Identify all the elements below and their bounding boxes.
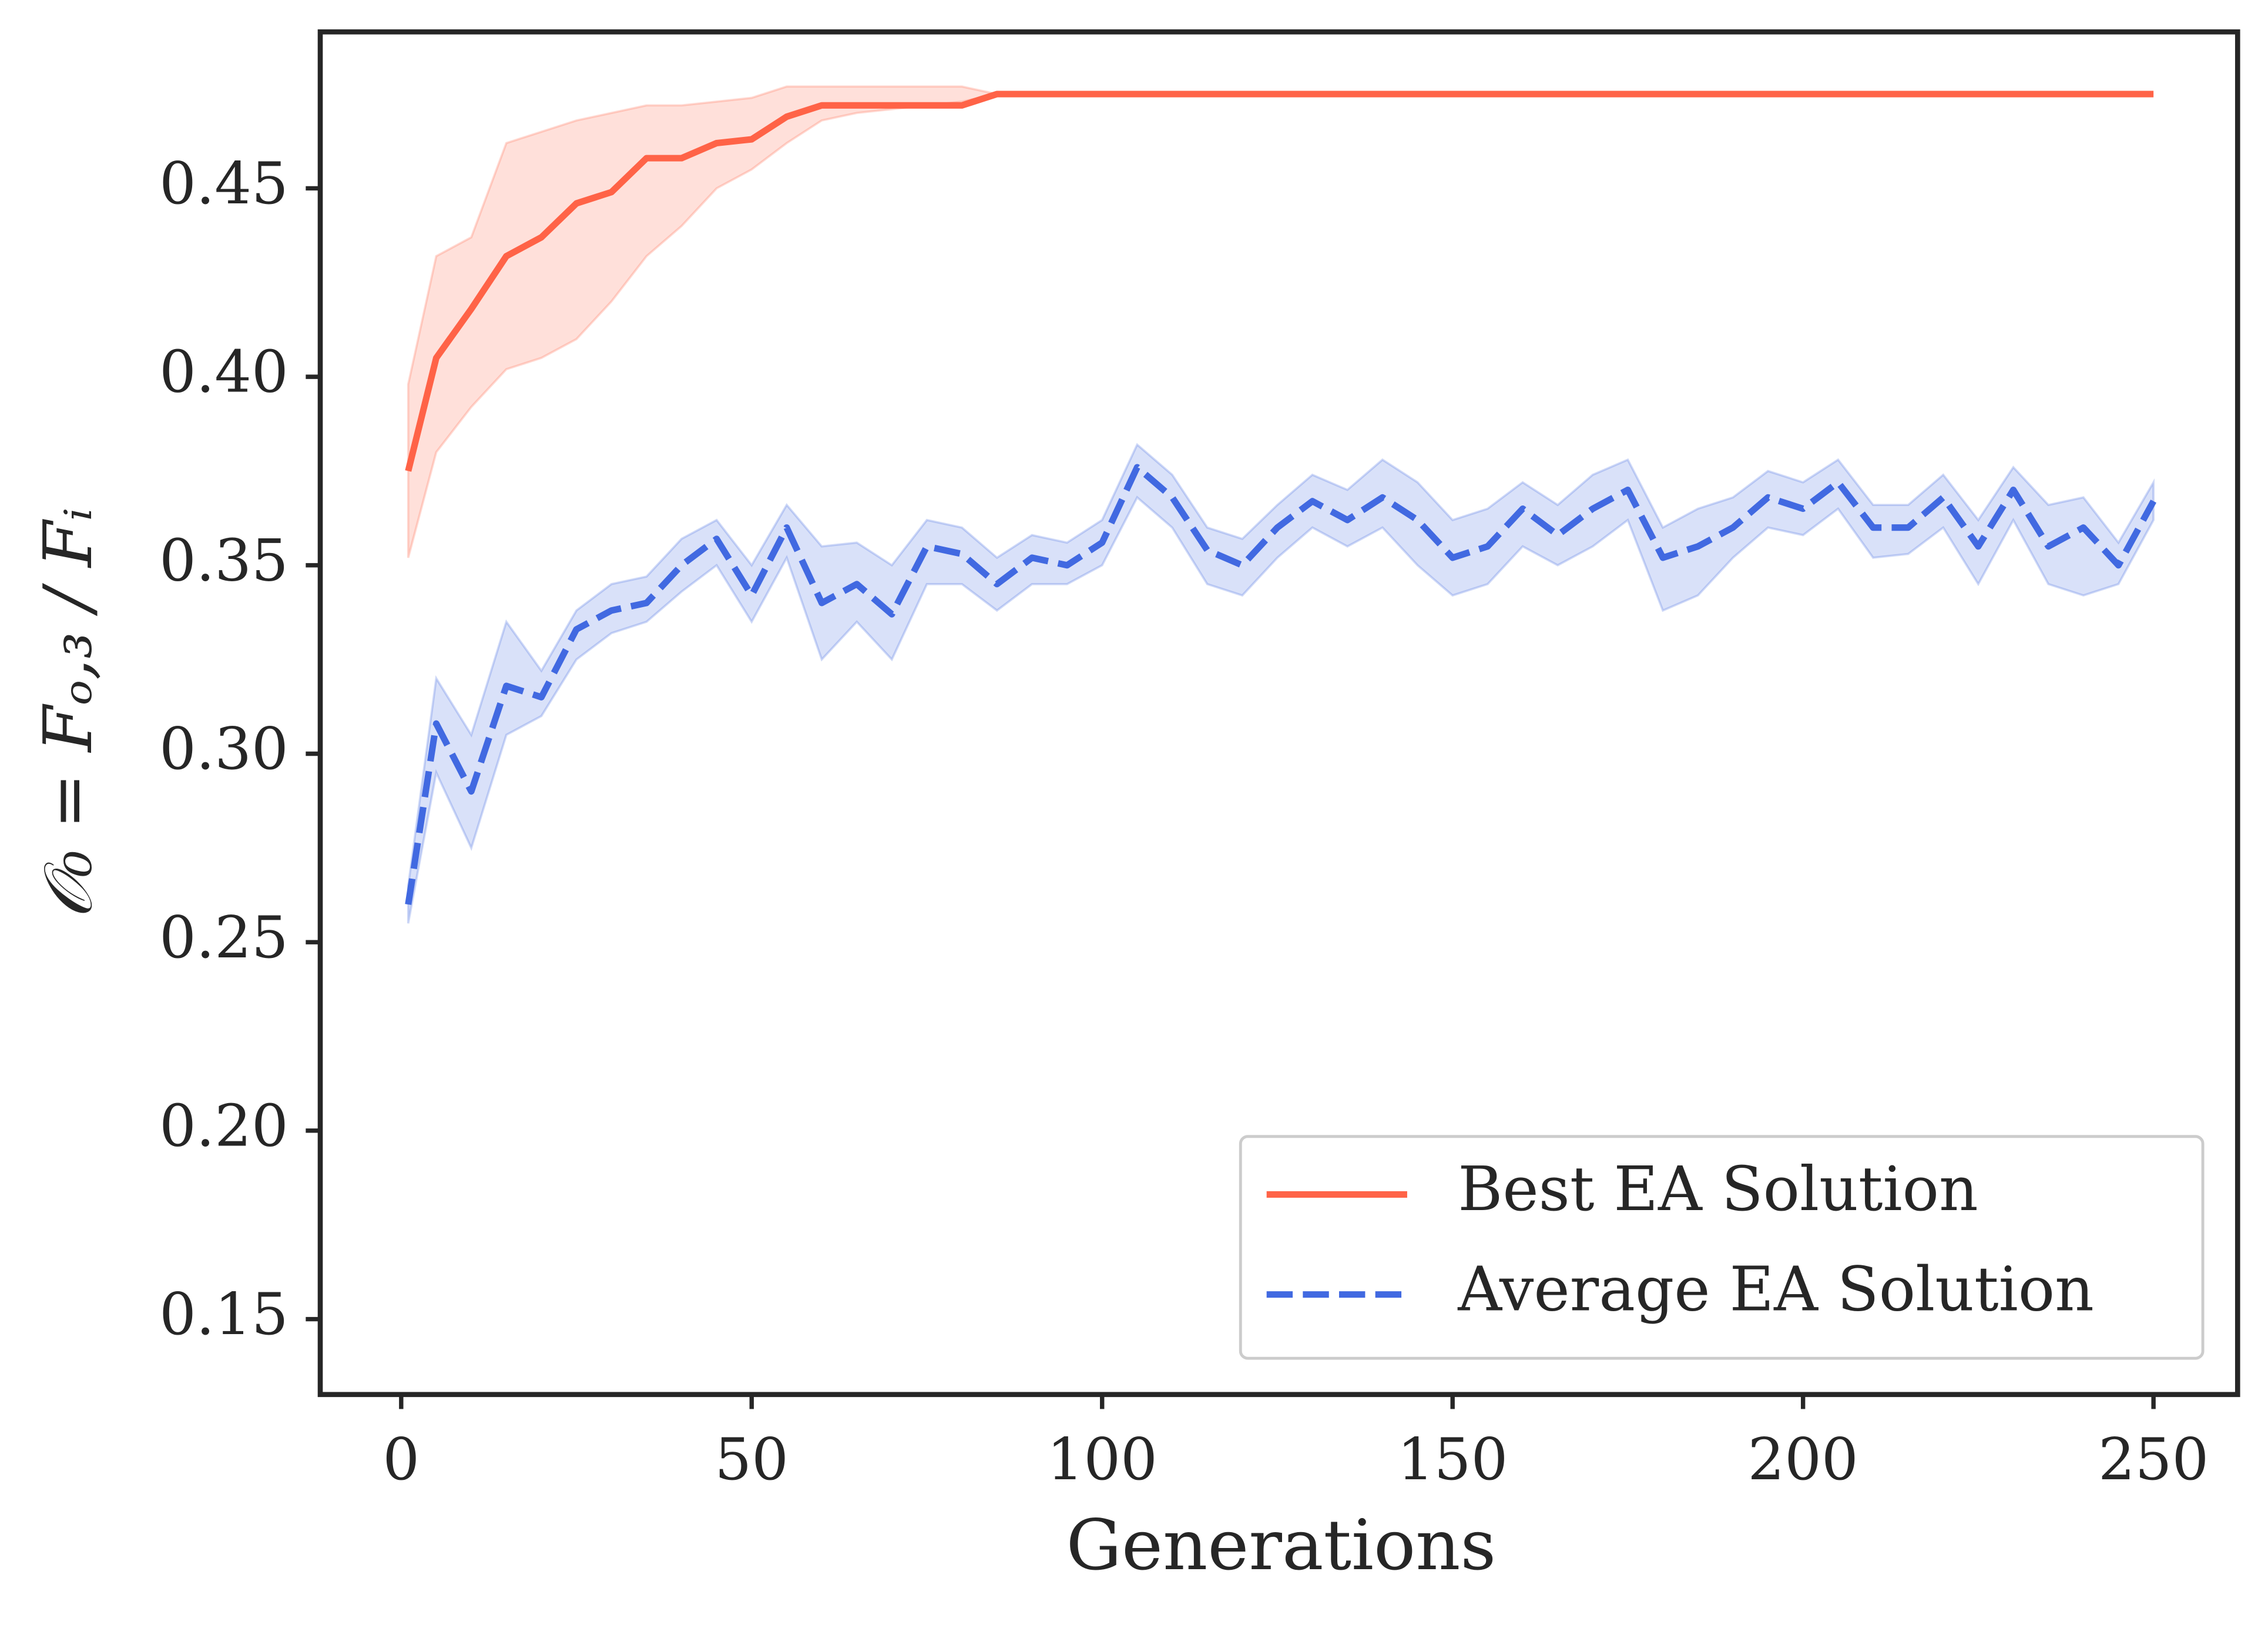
series-line bbox=[405, 91, 2154, 472]
y-tick-label: 0.15 bbox=[159, 1281, 288, 1348]
y-tick-label: 0.45 bbox=[159, 150, 288, 217]
x-tick-label: 100 bbox=[1047, 1426, 1158, 1493]
y-axis-label: 𝒪₀ = Fₒ,₃ / Fᵢ bbox=[29, 508, 107, 919]
x-tick-label: 250 bbox=[2098, 1426, 2209, 1493]
y-tick-label: 0.35 bbox=[159, 527, 288, 594]
legend-box bbox=[1239, 1135, 2205, 1360]
legend-label: Average EA Solution bbox=[1457, 1254, 2094, 1325]
y-tick-label: 0.20 bbox=[159, 1092, 288, 1160]
x-tick-label: 150 bbox=[1397, 1426, 1508, 1493]
legend-label: Best EA Solution bbox=[1458, 1154, 1978, 1225]
y-tick-label: 0.30 bbox=[159, 715, 288, 783]
x-tick-label: 200 bbox=[1748, 1426, 1858, 1493]
series-line bbox=[405, 464, 2156, 905]
x-tick-label: 0 bbox=[383, 1426, 420, 1493]
plot-frame bbox=[317, 29, 2240, 1398]
confidence-band bbox=[407, 443, 2155, 924]
x-axis-label: Generations bbox=[1066, 1505, 1496, 1586]
y-tick-label: 0.40 bbox=[159, 339, 288, 406]
x-tick-label: 50 bbox=[715, 1426, 789, 1493]
y-tick-label: 0.25 bbox=[159, 904, 288, 971]
